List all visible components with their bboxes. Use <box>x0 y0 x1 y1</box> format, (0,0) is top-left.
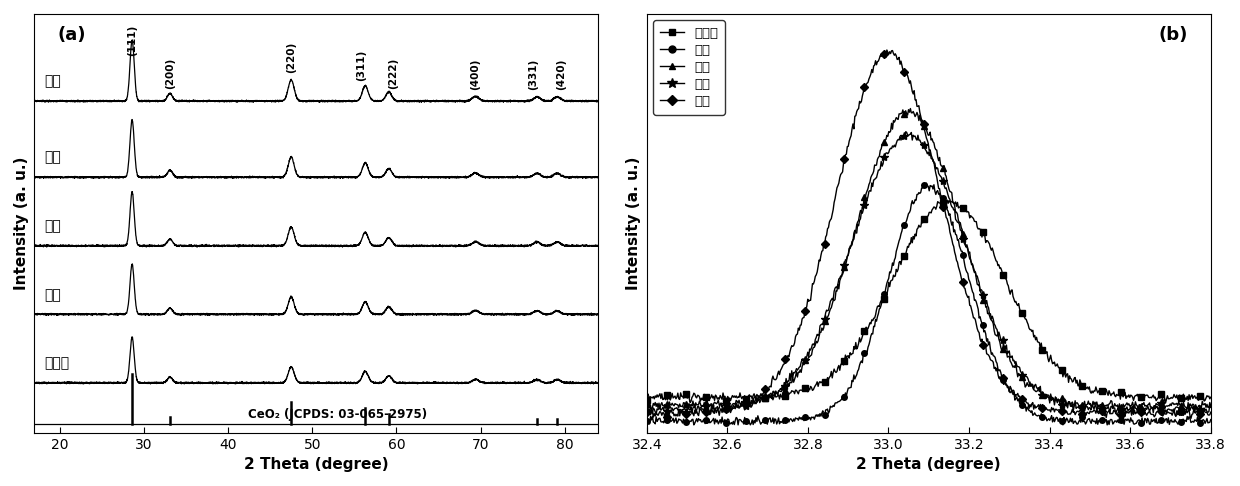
Text: (b): (b) <box>1159 26 1188 44</box>
X-axis label: 2 Theta (degree): 2 Theta (degree) <box>244 457 389 472</box>
Text: 纯水: 纯水 <box>45 288 61 302</box>
Text: 甲醇: 甲醇 <box>45 219 61 233</box>
Text: (311): (311) <box>356 50 366 81</box>
Legend: 辐照前, 纯水, 甲醇, 乙醇, 丙酮: 辐照前, 纯水, 甲醇, 乙醇, 丙酮 <box>653 20 725 115</box>
Text: 丙酮: 丙酮 <box>45 74 61 88</box>
X-axis label: 2 Theta (degree): 2 Theta (degree) <box>857 457 1001 472</box>
Text: (331): (331) <box>528 59 538 90</box>
Text: 乙醇: 乙醇 <box>45 151 61 165</box>
Text: (200): (200) <box>165 57 175 88</box>
Y-axis label: Intensity (a. u.): Intensity (a. u.) <box>14 156 29 290</box>
Text: (111): (111) <box>126 24 138 56</box>
Text: (400): (400) <box>470 59 481 90</box>
Y-axis label: Intensity (a. u.): Intensity (a. u.) <box>626 156 641 290</box>
Text: 辐照前: 辐照前 <box>45 356 69 370</box>
Text: (222): (222) <box>388 57 398 88</box>
Text: (220): (220) <box>286 42 296 73</box>
Text: (a): (a) <box>57 26 86 44</box>
Text: CeO₂ (JCPDS: 03-065-2975): CeO₂ (JCPDS: 03-065-2975) <box>248 408 427 420</box>
Text: (420): (420) <box>556 59 565 90</box>
